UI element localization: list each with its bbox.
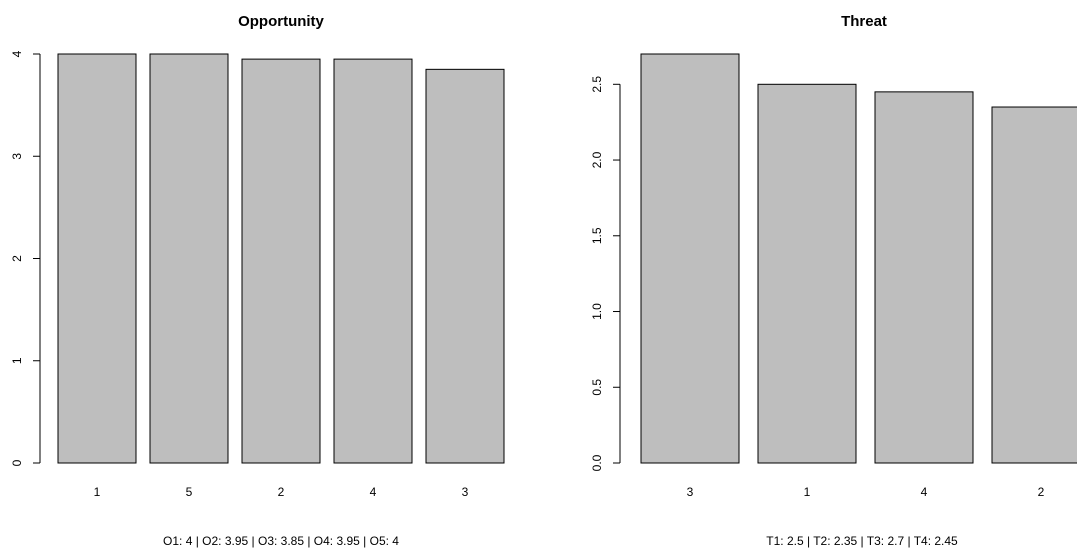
- opportunity-y-tick-label: 2: [10, 255, 24, 262]
- threat-y-tick-label: 0.5: [590, 379, 604, 396]
- opportunity-category-label: 3: [462, 485, 469, 499]
- threat-bar-4: [874, 91, 974, 464]
- opportunity-bar-3: [425, 68, 505, 464]
- threat-y-tick-label: 0.0: [590, 454, 604, 471]
- threat-y-tick-label: 2.0: [590, 151, 604, 168]
- opportunity-y-tick-label: 1: [10, 357, 24, 364]
- opportunity-category-label: 5: [186, 485, 193, 499]
- threat-category-label: 2: [1038, 485, 1045, 499]
- opportunity-bar-4: [333, 58, 413, 464]
- threat-bar-3: [640, 53, 740, 464]
- threat-panel: Threat T1: 2.5 | T2: 2.35 | T3: 2.7 | T4…: [590, 13, 1077, 548]
- threat-bar-2: [991, 106, 1077, 464]
- threat-y-tick-label: 2.5: [590, 76, 604, 93]
- opportunity-category-label: 2: [278, 485, 285, 499]
- opportunity-y-tick-label: 0: [10, 459, 24, 466]
- opportunity-subtitle: O1: 4 | O2: 3.95 | O3: 3.85 | O4: 3.95 |…: [163, 534, 399, 548]
- threat-subtitle: T1: 2.5 | T2: 2.35 | T3: 2.7 | T4: 2.45: [766, 534, 958, 548]
- opportunity-category-label: 1: [94, 485, 101, 499]
- threat-category-label: 1: [804, 485, 811, 499]
- threat-title: Threat: [841, 13, 887, 30]
- threat-category-label: 3: [687, 485, 694, 499]
- opportunity-title: Opportunity: [238, 13, 324, 30]
- opportunity-bar-2: [241, 58, 321, 464]
- opportunity-bar-5: [149, 53, 229, 464]
- threat-y-tick-label: 1.0: [590, 303, 604, 320]
- opportunity-category-label: 4: [370, 485, 377, 499]
- threat-y-tick-label: 1.5: [590, 227, 604, 244]
- opportunity-bar-1: [57, 53, 137, 464]
- opportunity-y-tick-label: 4: [10, 50, 24, 57]
- opportunity-panel: Opportunity O1: 4 | O2: 3.95 | O3: 3.85 …: [10, 13, 505, 548]
- threat-bar-1: [757, 83, 857, 464]
- threat-category-label: 4: [921, 485, 928, 499]
- opportunity-y-tick-label: 3: [10, 153, 24, 160]
